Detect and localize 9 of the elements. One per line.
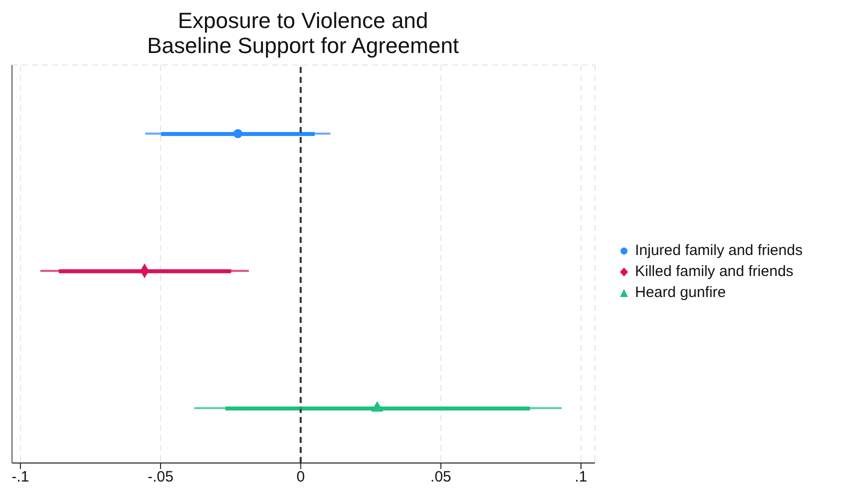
x-tick-label: .1 [574, 468, 588, 486]
legend-label: Injured family and friends [635, 241, 803, 261]
x-tick-label: -.05 [148, 468, 174, 486]
chart-title: Exposure to Violence and Baseline Support for Agreement [146, 8, 460, 58]
x-tick-label: -.1 [12, 468, 30, 486]
x-tick-label: .05 [430, 468, 452, 486]
legend-label: Heard gunfire [635, 283, 726, 303]
x-tick-label: 0 [296, 468, 305, 486]
legend-label: Killed family and friends [635, 262, 794, 282]
